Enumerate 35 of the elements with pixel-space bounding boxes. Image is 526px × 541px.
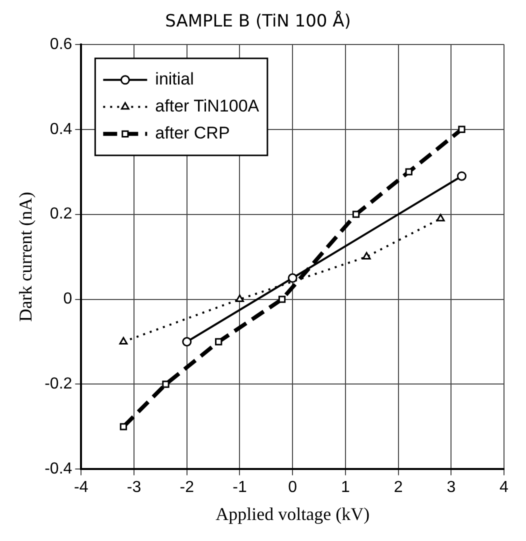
x-tick-label: -2 <box>180 479 194 496</box>
x-axis-title: Applied voltage (kV) <box>216 504 370 524</box>
legend-label: initial <box>155 70 194 89</box>
point <box>236 294 244 302</box>
y-tick-label: -0.2 <box>44 376 72 393</box>
point <box>352 210 360 218</box>
chart-title: SAMPLE B (TiN 100 Å) <box>165 10 351 32</box>
x-tick-label: -1 <box>232 479 247 496</box>
y-tick-label: 0.6 <box>50 36 72 53</box>
legend-label: after CRP <box>155 124 230 143</box>
point <box>215 338 222 346</box>
point <box>436 214 445 222</box>
legend-label: after TiN100A <box>155 96 260 116</box>
point <box>120 423 128 430</box>
point <box>362 252 371 260</box>
x-tick-label: -3 <box>126 479 142 496</box>
y-tick-label: 0 <box>63 290 72 308</box>
x-tick-label: 3 <box>446 479 456 496</box>
point <box>288 273 298 283</box>
x-tick-label: 0 <box>288 479 298 496</box>
x-tick-label: 4 <box>500 479 509 496</box>
point <box>162 380 170 388</box>
y-axis-title: Dark current (nA) <box>16 192 36 322</box>
point <box>182 337 192 347</box>
y-tick-label: -0.4 <box>44 460 72 478</box>
point <box>119 337 128 345</box>
point <box>405 168 412 176</box>
y-tick-label: 0.4 <box>50 120 72 138</box>
x-tick-label: -4 <box>74 479 88 496</box>
x-tick-label: 1 <box>340 479 350 496</box>
x-tick-label: 2 <box>394 479 403 496</box>
point <box>278 296 286 303</box>
point <box>458 126 466 133</box>
point <box>456 171 466 181</box>
y-tick-label: 0.2 <box>50 206 72 223</box>
